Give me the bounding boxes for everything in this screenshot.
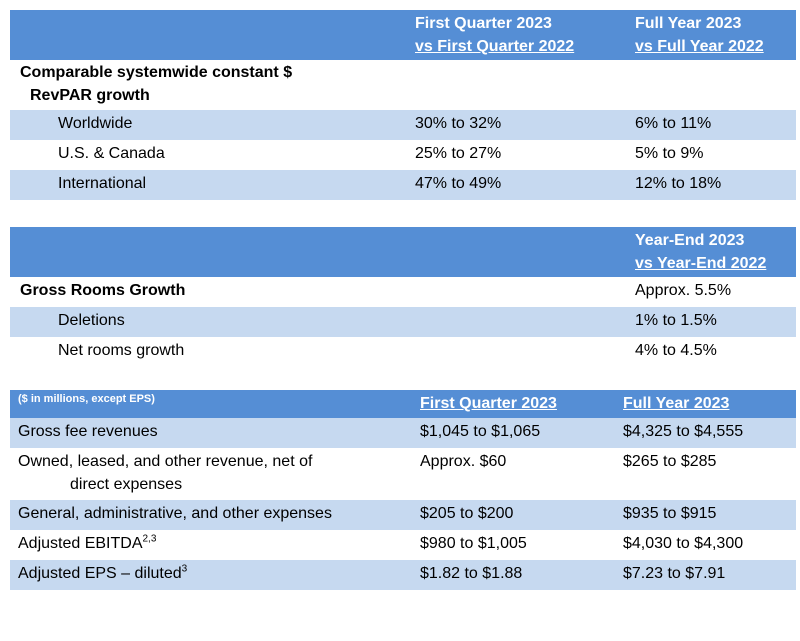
revpar-table: First Quarter 2023 vs First Quarter 2022… [10, 10, 796, 200]
rooms-header-line1: Year-End 2023 [635, 232, 745, 249]
table-row: Deletions 1% to 1.5% [10, 307, 796, 337]
table-row: U.S. & Canada 25% to 27% 5% to 9% [10, 140, 796, 170]
row-label-text: Adjusted EBITDA [18, 535, 143, 552]
row-fy-value: $4,325 to $4,555 [623, 423, 744, 440]
row-label: U.S. & Canada [58, 145, 165, 162]
rooms-title-value: Approx. 5.5% [635, 282, 732, 299]
table-row: Worldwide 30% to 32% 6% to 11% [10, 110, 796, 140]
rooms-header-line2: vs Year-End 2022 [635, 255, 767, 272]
row-q1-value: $980 to $1,005 [420, 535, 527, 552]
row-label: International [58, 175, 147, 192]
row-label: Deletions [58, 312, 125, 329]
revpar-section-title: Comparable systemwide constant $ RevPAR … [10, 60, 796, 110]
table-row: Adjusted EBITDA2,3 $980 to $1,005 $4,030… [10, 530, 796, 560]
financials-table: ($ in millions, except EPS) First Quarte… [10, 390, 796, 590]
row-label: Owned, leased, and other revenue, net of [18, 453, 313, 470]
table-row: Net rooms growth 4% to 4.5% [10, 337, 796, 367]
revpar-title-line1: Comparable systemwide constant $ [20, 64, 293, 81]
row-label: Adjusted EPS – diluted3 [18, 563, 188, 583]
rooms-table: Year-End 2023 vs Year-End 2022 Gross Roo… [10, 227, 796, 367]
row-label: Net rooms growth [58, 342, 185, 359]
revpar-title-line2: RevPAR growth [30, 87, 150, 104]
row-label: Gross fee revenues [18, 423, 158, 440]
row-fy-value: $265 to $285 [623, 453, 717, 470]
row-fy-value: $935 to $915 [623, 505, 717, 522]
row-fy-value: 6% to 11% [635, 115, 712, 132]
row-fy-value: $7.23 to $7.91 [623, 565, 726, 582]
row-q1-value: 47% to 49% [415, 175, 502, 192]
financials-header: ($ in millions, except EPS) First Quarte… [10, 390, 796, 418]
row-q1-value: Approx. $60 [420, 453, 507, 470]
row-label-line2: direct expenses [70, 476, 183, 493]
table-row: International 47% to 49% 12% to 18% [10, 170, 796, 200]
row-q1-value: $205 to $200 [420, 505, 514, 522]
financials-header-col2: Full Year 2023 [623, 395, 730, 412]
row-label-text: Adjusted EPS – diluted [18, 565, 182, 582]
row-q1-value: 25% to 27% [415, 145, 502, 162]
revpar-header-col2-line2: vs Full Year 2022 [635, 38, 764, 55]
row-fy-value: 12% to 18% [635, 175, 722, 192]
revpar-header-col1-line1: First Quarter 2023 [415, 15, 552, 32]
row-fy-value: $4,030 to $4,300 [623, 535, 744, 552]
footnote-ref: 2,3 [142, 533, 157, 545]
table-row: Gross fee revenues $1,045 to $1,065 $4,3… [10, 418, 796, 448]
row-q1-value: $1.82 to $1.88 [420, 565, 523, 582]
row-fy-value: 5% to 9% [635, 145, 704, 162]
rooms-title-row: Gross Rooms Growth Approx. 5.5% [10, 277, 796, 307]
rooms-title: Gross Rooms Growth [20, 282, 186, 299]
row-value: 4% to 4.5% [635, 342, 717, 359]
table-row: Owned, leased, and other revenue, net of… [10, 448, 796, 500]
row-label: Adjusted EBITDA2,3 [18, 533, 157, 553]
financials-header-col1: First Quarter 2023 [420, 395, 557, 412]
revpar-header: First Quarter 2023 vs First Quarter 2022… [10, 10, 796, 60]
table-row: General, administrative, and other expen… [10, 500, 796, 530]
revpar-header-col1-line2: vs First Quarter 2022 [415, 38, 575, 55]
row-q1-value: 30% to 32% [415, 115, 502, 132]
revpar-header-col2-line1: Full Year 2023 [635, 15, 742, 32]
table-row: Adjusted EPS – diluted3 $1.82 to $1.88 $… [10, 560, 796, 590]
row-label: General, administrative, and other expen… [18, 505, 332, 522]
financials-header-label: ($ in millions, except EPS) [18, 393, 155, 405]
row-label: Worldwide [58, 115, 133, 132]
footnote-ref: 3 [181, 563, 188, 575]
row-q1-value: $1,045 to $1,065 [420, 423, 541, 440]
rooms-header: Year-End 2023 vs Year-End 2022 [10, 227, 796, 277]
row-value: 1% to 1.5% [635, 312, 717, 329]
